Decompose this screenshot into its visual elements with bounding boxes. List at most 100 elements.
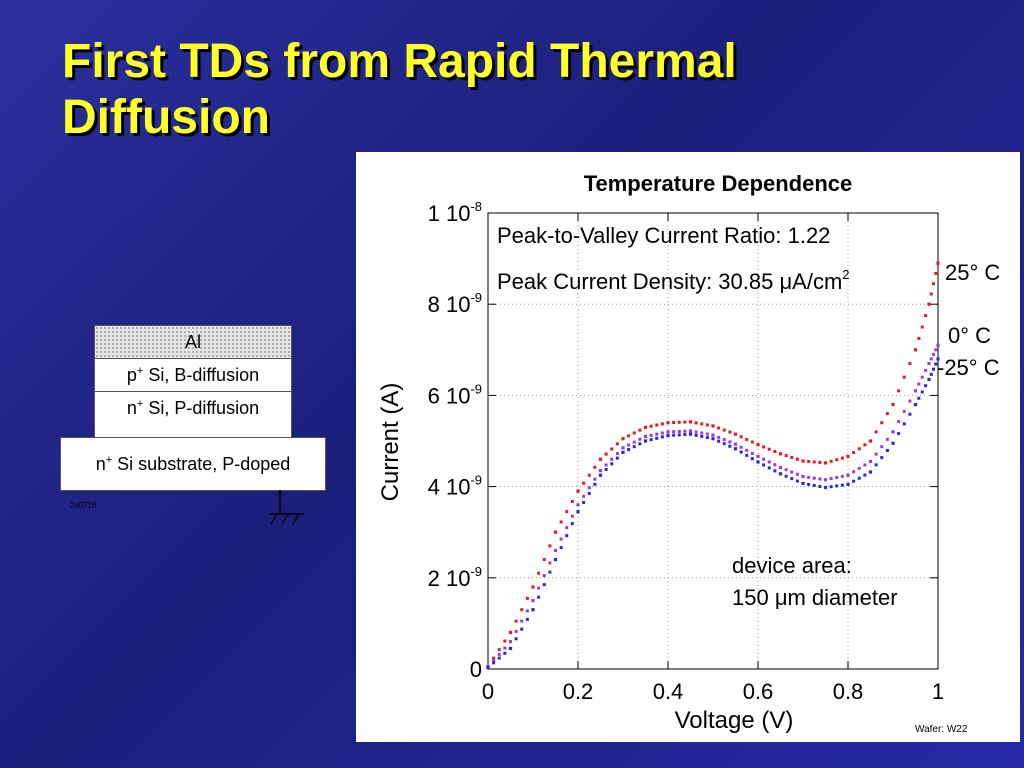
- data-point: [666, 433, 670, 438]
- data-point: [705, 432, 709, 436]
- data-point: [570, 499, 574, 503]
- data-point: [934, 362, 938, 366]
- data-point: [739, 445, 743, 449]
- data-point: [508, 646, 513, 651]
- x-tick-label: 0.4: [653, 679, 684, 704]
- y-tick-label: 1 10-8: [428, 199, 482, 226]
- data-point: [711, 433, 715, 437]
- series-label-minus25c: -25° C: [937, 355, 1000, 380]
- data-point: [598, 473, 603, 477]
- data-point: [745, 437, 749, 441]
- slide-title: First TDs from Rapid Thermal Diffusion: [62, 35, 737, 144]
- data-point: [924, 384, 928, 388]
- data-point: [801, 459, 805, 463]
- data-point: [514, 619, 518, 623]
- data-point: [542, 583, 546, 587]
- data-point: [891, 441, 895, 445]
- data-point: [908, 399, 912, 403]
- data-point: [812, 460, 816, 464]
- data-point: [587, 491, 591, 495]
- data-point: [643, 434, 648, 439]
- data-point: [913, 402, 918, 407]
- device-cross-section-diagram: Al p+ Si, B-diffusion n+ Si, P-diffusion…: [0, 0, 356, 560]
- data-point: [638, 437, 642, 441]
- data-point: [840, 474, 844, 478]
- data-point: [542, 574, 546, 578]
- layer-n-label: n+ Si, P-diffusion: [126, 397, 260, 418]
- data-point: [503, 651, 507, 655]
- data-point: [582, 494, 586, 498]
- data-point: [570, 522, 574, 526]
- data-point: [846, 482, 850, 486]
- data-point: [520, 619, 524, 623]
- data-point: [497, 652, 501, 656]
- data-point: [576, 503, 580, 507]
- data-point: [934, 271, 938, 275]
- data-point: [857, 476, 861, 480]
- data-point: [632, 445, 636, 449]
- data-point: [868, 439, 873, 443]
- data-point: [542, 558, 546, 562]
- data-point: [649, 438, 653, 442]
- data-point: [924, 368, 928, 372]
- layer-n-stem: [94, 424, 292, 438]
- data-point: [492, 659, 496, 663]
- data-point: [902, 409, 906, 413]
- data-point: [593, 482, 597, 486]
- data-point: [598, 457, 603, 461]
- data-point: [688, 420, 693, 424]
- data-point: [531, 599, 535, 603]
- data-point: [790, 470, 794, 474]
- data-point: [891, 402, 895, 407]
- data-point: [852, 470, 856, 474]
- data-point: [846, 454, 850, 459]
- data-point: [559, 520, 563, 524]
- data-point: [643, 425, 648, 429]
- data-point: [705, 436, 709, 440]
- data-point: [604, 463, 608, 467]
- data-point: [897, 432, 901, 436]
- pvr-annotation: Peak-to-Valley Current Ratio: 1.22: [497, 223, 830, 248]
- data-point: [677, 429, 681, 433]
- device-area-line2: 150 μm diameter: [732, 585, 898, 610]
- data-point: [537, 586, 541, 590]
- data-point: [728, 430, 732, 434]
- data-point: [570, 514, 574, 518]
- y-tick-label: 4 10-9: [428, 473, 482, 500]
- data-point: [920, 390, 924, 394]
- data-point: [795, 457, 799, 461]
- data-point: [497, 656, 501, 660]
- data-point: [897, 389, 901, 393]
- data-point: [936, 343, 940, 347]
- ground-symbol-icon: [270, 490, 304, 525]
- data-point: [767, 466, 771, 470]
- x-tick-label: 1: [932, 679, 944, 704]
- chart-panel: 0 2 10-9 4 10-9 6 10-9 8 10-9 1 10-8 0 0.2 0.4 0.…: [356, 152, 1020, 742]
- data-point: [525, 596, 529, 600]
- data-point: [868, 470, 873, 474]
- chart-title: Temperature Dependence: [584, 171, 853, 196]
- data-point: [863, 443, 867, 447]
- data-point: [857, 447, 861, 451]
- data-point: [750, 440, 754, 444]
- data-point: [492, 661, 496, 665]
- data-point: [902, 422, 906, 426]
- data-point: [823, 478, 828, 482]
- data-point: [610, 447, 614, 451]
- data-point: [677, 433, 681, 437]
- plot-area-frame: [487, 212, 939, 670]
- data-point: [756, 460, 760, 464]
- data-point: [649, 424, 653, 428]
- data-point: [548, 544, 552, 548]
- data-point: [739, 435, 743, 439]
- data-point: [700, 434, 704, 438]
- data-point: [739, 450, 743, 454]
- data-point: [795, 472, 799, 476]
- data-point: [655, 432, 659, 436]
- data-point: [924, 314, 928, 318]
- x-tick-label: 0.8: [833, 679, 864, 704]
- data-point: [733, 432, 738, 436]
- layer-al: Al: [94, 325, 292, 359]
- data-point: [756, 454, 760, 459]
- data-point: [587, 486, 591, 490]
